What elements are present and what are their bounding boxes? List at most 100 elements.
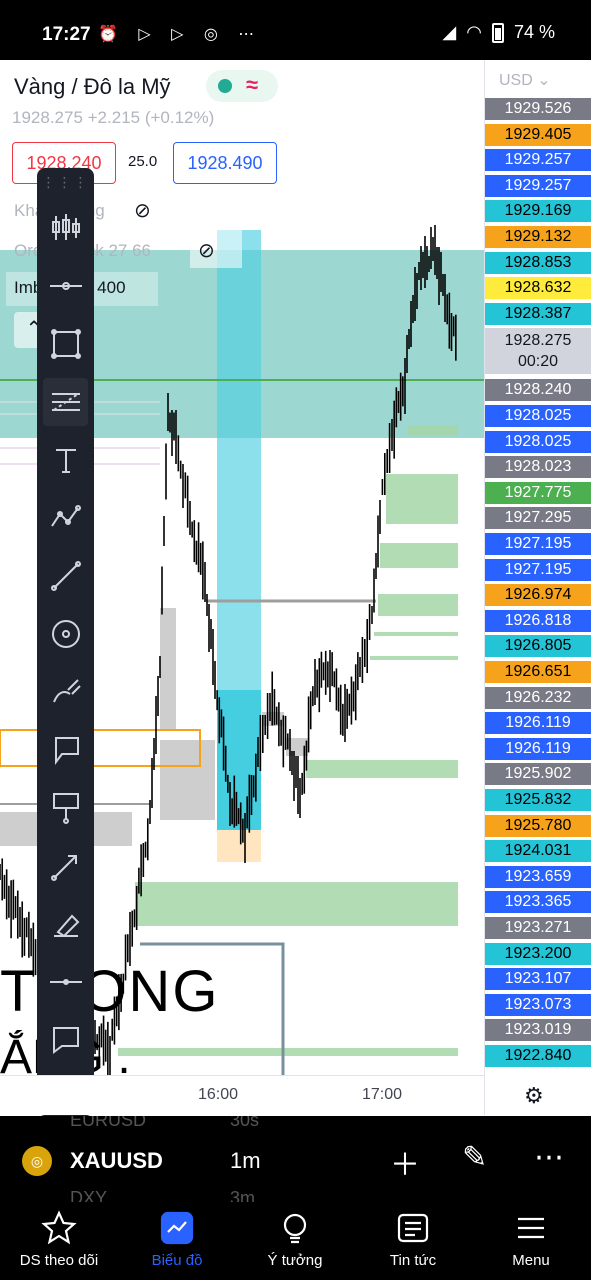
price-axis-label: 1927.775 [485,481,591,504]
countdown-label: 00:20 [517,353,559,371]
text-icon[interactable] [43,436,88,484]
more-icon[interactable]: ⋯ [534,1141,564,1174]
price-axis-label: 1929.169 [485,200,591,223]
comment-icon[interactable] [43,1016,88,1064]
price-axis-label: 1929.132 [485,226,591,248]
price-axis-label: 1928.025 [485,430,591,453]
price-axis-label: 1929.257 [485,149,591,172]
pen-draw-icon[interactable]: ✎ [462,1141,488,1174]
price-axis-label: 1926.974 [485,584,591,607]
currency-selector[interactable]: USD ⌄ [499,72,551,89]
price-axis-label: 1929.405 [485,123,591,146]
rectangle-icon[interactable] [43,320,88,368]
price-axis-label: 1925.780 [485,814,591,837]
pattern-icon[interactable] [43,494,88,542]
time-tick: 16:00 [198,1086,239,1103]
nav-ideas[interactable]: Ý tưởng [236,1202,354,1280]
price-axis-label: 1923.107 [485,968,591,991]
overlay-text-line1: TRONG [0,959,220,1024]
price-axis-label: 1928.632 [485,277,591,300]
price-axis-label: 1928.023 [485,456,591,479]
battery-level: 74 % [513,22,555,42]
market-status-badge[interactable]: ≈ [206,70,278,102]
price-axis-label: 1928.025 [485,405,591,427]
gold-coin-icon: ◎ [22,1146,52,1176]
drawing-toolbar[interactable]: ⋮⋮⋮ [37,168,94,1116]
price-axis-label: 1926.818 [485,609,591,632]
price-axis-label: 1923.659 [485,865,591,888]
orange-zone [0,729,201,767]
price-axis-label: 1926.651 [485,661,591,683]
trend-line-icon[interactable] [43,552,88,600]
price-axis-label: 1925.902 [485,763,591,786]
time-tick: 17:00 [362,1086,403,1103]
price-axis-label: 1928.853 [485,251,591,274]
status-bar: 17:27 ⏰ ▷ ▷ ◎ ⋯ ◢ ◠ 74 % [0,0,591,60]
signal-icon: ◢ [442,22,457,42]
selection-bottom [217,830,261,862]
price-axis-label: 1928.275 00:20 [485,328,591,375]
eye-slash-icon[interactable]: ⊘ [134,200,151,222]
eye-slash-icon[interactable]: ⊘ [198,240,215,262]
price-axis-label: 1925.832 [485,789,591,811]
price-axis-label: 1929.526 [485,98,591,120]
interval-selector[interactable]: 1m [230,1148,261,1173]
price-chart-canvas[interactable] [0,60,484,1075]
price-axis-label: 1927.195 [485,533,591,555]
price-axis-label-current: 1928.275 [504,332,572,350]
ghost-symbol: DXY [70,1188,108,1202]
nav-menu[interactable]: Menu [472,1202,590,1280]
symbol-bar[interactable]: EURUSD 30s ◎ XAUUSD 1m ＋ ✎ ⋯ DXY 3m [0,1116,591,1202]
nav-news[interactable]: Tin tức [354,1202,472,1280]
buy-button[interactable]: 1928.490 [173,142,277,184]
notification-icons: ⏰ ▷ ▷ ◎ ⋯ [98,26,263,43]
time-axis[interactable]: 16:00 17:00 [0,1075,484,1115]
price-axis-label: 1926.119 [485,737,591,760]
flag-icon[interactable] [43,784,88,832]
bottom-nav[interactable]: DS theo dõi Biểu đồ Ý tưởng Tin tức Menu [0,1202,591,1280]
system-icons: ◢ ◠ 74 % [442,22,555,43]
plus-icon[interactable]: ＋ [390,1149,420,1182]
price-change: 1928.275 +2.215 (+0.12%) [12,108,215,127]
horizontal-ray-icon[interactable] [43,262,88,310]
price-axis-label: 1923.200 [485,942,591,965]
menu-icon [513,1210,549,1246]
callout-icon[interactable] [43,726,88,774]
lightbulb-icon [277,1210,313,1246]
star-icon [41,1210,77,1246]
highlighter-icon[interactable] [43,900,88,948]
price-axis-label: 1924.031 [485,840,591,863]
symbol-selector[interactable]: XAUUSD [70,1148,163,1173]
imbalance-zones [118,425,458,1056]
price-axis[interactable]: USD ⌄ 1929.526 1929.405 1929.257 1929.257 19… [484,60,591,1115]
price-axis-label: 1923.019 [485,1019,591,1042]
horizontal-line-icon[interactable] [43,958,88,1006]
news-icon [395,1210,431,1246]
drag-handle-icon[interactable]: ⋮⋮⋮ [41,174,90,190]
price-axis-label: 1926.805 [485,635,591,658]
candles-tool-icon[interactable] [43,204,88,252]
brush-icon[interactable] [43,668,88,716]
price-axis-label: 1923.073 [485,993,591,1016]
ghost-symbol: EURUSD [70,1116,147,1130]
price-axis-label: 1927.195 [485,558,591,581]
nav-chart[interactable]: Biểu đồ [118,1202,236,1280]
text-box-outline [140,942,285,1075]
market-open-dot [218,79,232,93]
battery-icon [491,22,504,43]
chart-settings-gear-icon[interactable]: ⚙ [524,1083,544,1108]
candles [0,225,457,1075]
chart-icon [159,1210,195,1246]
ghost-interval: 30s [230,1116,260,1130]
nav-watchlist[interactable]: DS theo dõi [0,1202,118,1280]
price-axis-label: 1923.365 [485,891,591,914]
wifi-icon: ◠ [466,22,482,42]
circle-icon[interactable] [43,610,88,658]
price-axis-label: 1928.240 [485,379,591,402]
symbol-title[interactable]: Vàng / Đô la Mỹ [14,74,171,99]
price-axis-label: 1929.257 [485,174,591,197]
price-axis-label: 1928.387 [485,302,591,325]
spread-value: 25.0 [128,153,158,170]
arrow-icon[interactable] [43,842,88,890]
fib-retracement-icon[interactable] [43,378,88,426]
